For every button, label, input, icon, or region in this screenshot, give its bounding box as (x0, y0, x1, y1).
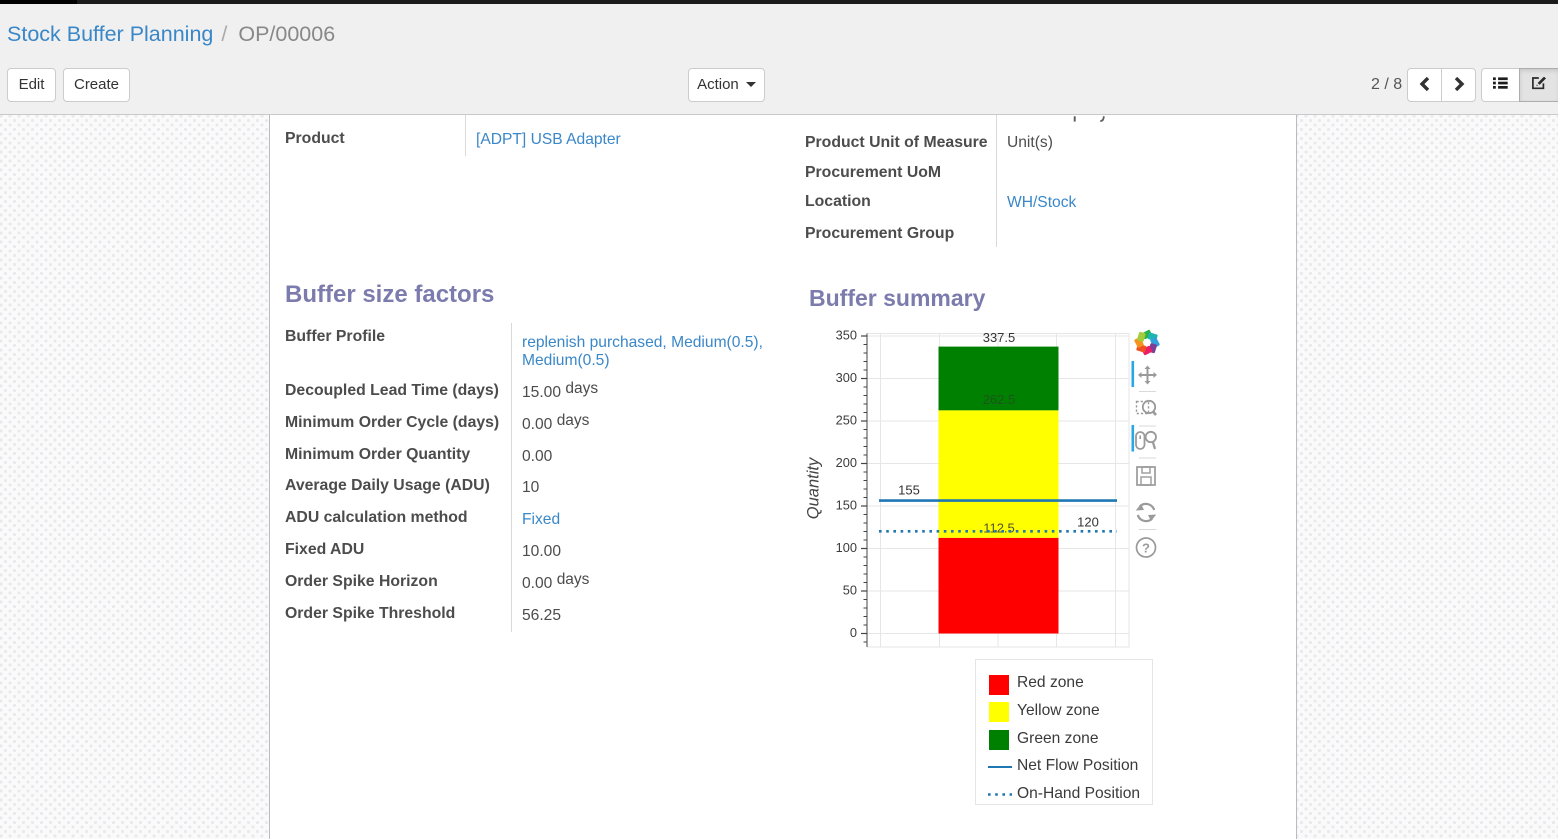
svg-text:262.5: 262.5 (983, 392, 1016, 407)
svg-text:250: 250 (836, 413, 857, 428)
svg-text:50: 50 (843, 583, 857, 598)
svg-text:300: 300 (836, 370, 857, 385)
svg-text:337.5: 337.5 (983, 330, 1016, 345)
svg-text:?: ? (1142, 541, 1150, 556)
svg-text:Quantity: Quantity (806, 456, 823, 519)
svg-text:100: 100 (836, 540, 857, 555)
svg-text:120: 120 (1077, 515, 1099, 530)
svg-text:200: 200 (836, 455, 857, 470)
svg-text:150: 150 (836, 498, 857, 513)
svg-text:350: 350 (836, 328, 857, 343)
svg-text:112.5: 112.5 (983, 521, 1015, 536)
svg-text:0: 0 (850, 625, 857, 640)
svg-text:155: 155 (898, 483, 920, 498)
